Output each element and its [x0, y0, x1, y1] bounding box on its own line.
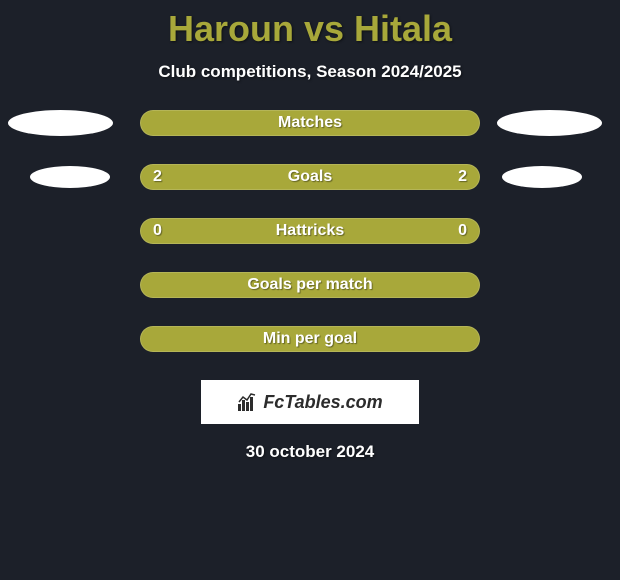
stat-label: Hattricks — [276, 222, 344, 240]
stat-row: 2 Goals 2 — [0, 164, 620, 190]
stat-bar: 0 Hattricks 0 — [140, 218, 480, 244]
stat-bar: 2 Goals 2 — [140, 164, 480, 190]
left-ellipse — [30, 166, 110, 188]
stat-row: Min per goal — [0, 326, 620, 352]
comparison-infographic: Haroun vs Hitala Club competitions, Seas… — [0, 0, 620, 462]
stat-row: 0 Hattricks 0 — [0, 218, 620, 244]
logo-text: FcTables.com — [263, 392, 382, 413]
logo-box: FcTables.com — [201, 380, 419, 424]
stat-row: Matches — [0, 110, 620, 136]
stat-label: Matches — [278, 114, 342, 132]
right-ellipse — [502, 166, 582, 188]
stat-bar: Min per goal — [140, 326, 480, 352]
left-ellipse — [8, 110, 113, 136]
stat-value-right: 0 — [458, 222, 467, 240]
stat-row: Goals per match — [0, 272, 620, 298]
stat-value-left: 2 — [153, 168, 162, 186]
stat-value-left: 0 — [153, 222, 162, 240]
stat-label: Min per goal — [263, 330, 357, 348]
subtitle: Club competitions, Season 2024/2025 — [0, 62, 620, 82]
stat-label: Goals — [288, 168, 332, 186]
stat-label: Goals per match — [247, 276, 372, 294]
stats-container: Matches 2 Goals 2 0 Hattricks 0 Goals per match… — [0, 110, 620, 352]
stat-bar: Matches — [140, 110, 480, 136]
stat-bar: Goals per match — [140, 272, 480, 298]
page-title: Haroun vs Hitala — [0, 8, 620, 50]
right-ellipse — [497, 110, 602, 136]
chart-icon — [237, 392, 259, 412]
date-text: 30 october 2024 — [0, 442, 620, 462]
stat-value-right: 2 — [458, 168, 467, 186]
